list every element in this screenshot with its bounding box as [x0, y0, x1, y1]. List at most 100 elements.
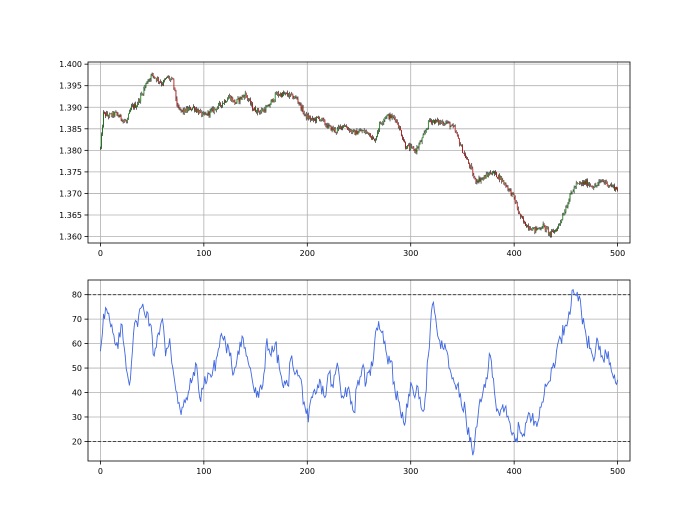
candle-up [493, 171, 494, 174]
candle-down [374, 139, 375, 141]
candle-up [336, 128, 338, 133]
candle-down [544, 225, 546, 231]
candle-up [226, 101, 227, 103]
candle-down [310, 117, 311, 120]
y-tick-label: 70 [72, 315, 82, 324]
candle-up [236, 99, 238, 103]
candle-down [536, 227, 538, 230]
candle-up [134, 104, 135, 108]
x-tick-label: 300 [403, 249, 418, 258]
candle-down [258, 108, 260, 112]
oscillator-point [576, 291, 578, 293]
x-tick-label: 400 [507, 249, 522, 258]
candle-up [276, 92, 278, 95]
candle-up [314, 118, 315, 120]
candle-down [617, 189, 618, 191]
candle-up [103, 112, 104, 127]
candle-up [593, 187, 595, 189]
candle-up [437, 119, 438, 122]
candle-up [433, 120, 434, 122]
candle-down [482, 178, 484, 180]
candle-down [452, 124, 454, 127]
candle-down [290, 93, 292, 95]
candle-down [177, 104, 179, 107]
candle-down [472, 168, 474, 176]
candle-down [525, 221, 526, 226]
oscillator-point [498, 411, 500, 413]
candle-up [168, 76, 170, 78]
x-tick-label: 400 [507, 467, 522, 476]
oscillator-point [169, 338, 171, 340]
candle-up [565, 207, 567, 212]
candle-down [497, 177, 498, 178]
candle-down [133, 105, 134, 108]
oscillator-point [146, 311, 148, 313]
oscillator-point [258, 396, 260, 398]
candle-down [149, 79, 151, 81]
oscillator-point [382, 330, 384, 332]
candle-down [300, 103, 302, 110]
candle-up [470, 165, 472, 167]
candle-up [211, 108, 213, 110]
candle-up [368, 133, 370, 135]
candle-down [157, 78, 159, 82]
candle-down [305, 113, 307, 119]
candle-up [557, 227, 558, 231]
candle-up [488, 172, 490, 176]
candle-up [350, 130, 352, 132]
candle-up [299, 103, 301, 105]
candle-down [334, 128, 336, 132]
oscillator-point [311, 396, 313, 398]
candle-down [315, 118, 316, 122]
candle-down [406, 148, 407, 150]
oscillator-point [262, 384, 264, 386]
candle-down [524, 221, 525, 223]
candle-down [576, 183, 578, 184]
candle-up [342, 125, 343, 129]
oscillator-point [282, 387, 284, 389]
candle-down [335, 131, 337, 133]
candle-up [329, 125, 331, 127]
candle-up [261, 109, 263, 112]
oscillator-point [295, 372, 297, 374]
candle-down [600, 180, 602, 182]
candle-down [458, 138, 460, 145]
candle-down [220, 102, 221, 106]
oscillator-point [411, 384, 413, 386]
oscillator-point [133, 333, 135, 335]
candle-down [288, 95, 290, 97]
candle-up [419, 141, 421, 145]
candle-up [348, 128, 350, 130]
candle-up [511, 192, 513, 196]
candle-down [581, 183, 582, 184]
candle-down [463, 152, 464, 154]
candle-up [223, 103, 224, 105]
candle-down [313, 118, 314, 120]
candle-up [598, 181, 600, 184]
candle-down [256, 111, 257, 113]
oscillator-point [336, 362, 338, 364]
candle-up [612, 185, 613, 187]
candle-up [267, 104, 269, 107]
oscillator-point [303, 401, 305, 403]
oscillator-point [415, 392, 417, 394]
candle-down [113, 112, 115, 116]
candle-up [110, 113, 112, 115]
candle-up [378, 129, 380, 133]
candle-down [490, 172, 491, 174]
candle-up [248, 99, 250, 101]
candle-down [431, 120, 432, 123]
candle-up [136, 106, 137, 108]
candle-up [495, 172, 496, 174]
candle-up [601, 180, 603, 182]
candle-up [533, 227, 535, 229]
candle-up [478, 177, 480, 183]
candle-down [430, 120, 431, 121]
candle-down [373, 137, 374, 140]
candle-down [589, 184, 591, 186]
oscillator-point [307, 421, 309, 423]
candle-down [509, 188, 511, 190]
oscillator-point [564, 325, 566, 327]
candle-down [287, 92, 288, 96]
x-tick-label: 500 [610, 249, 625, 258]
